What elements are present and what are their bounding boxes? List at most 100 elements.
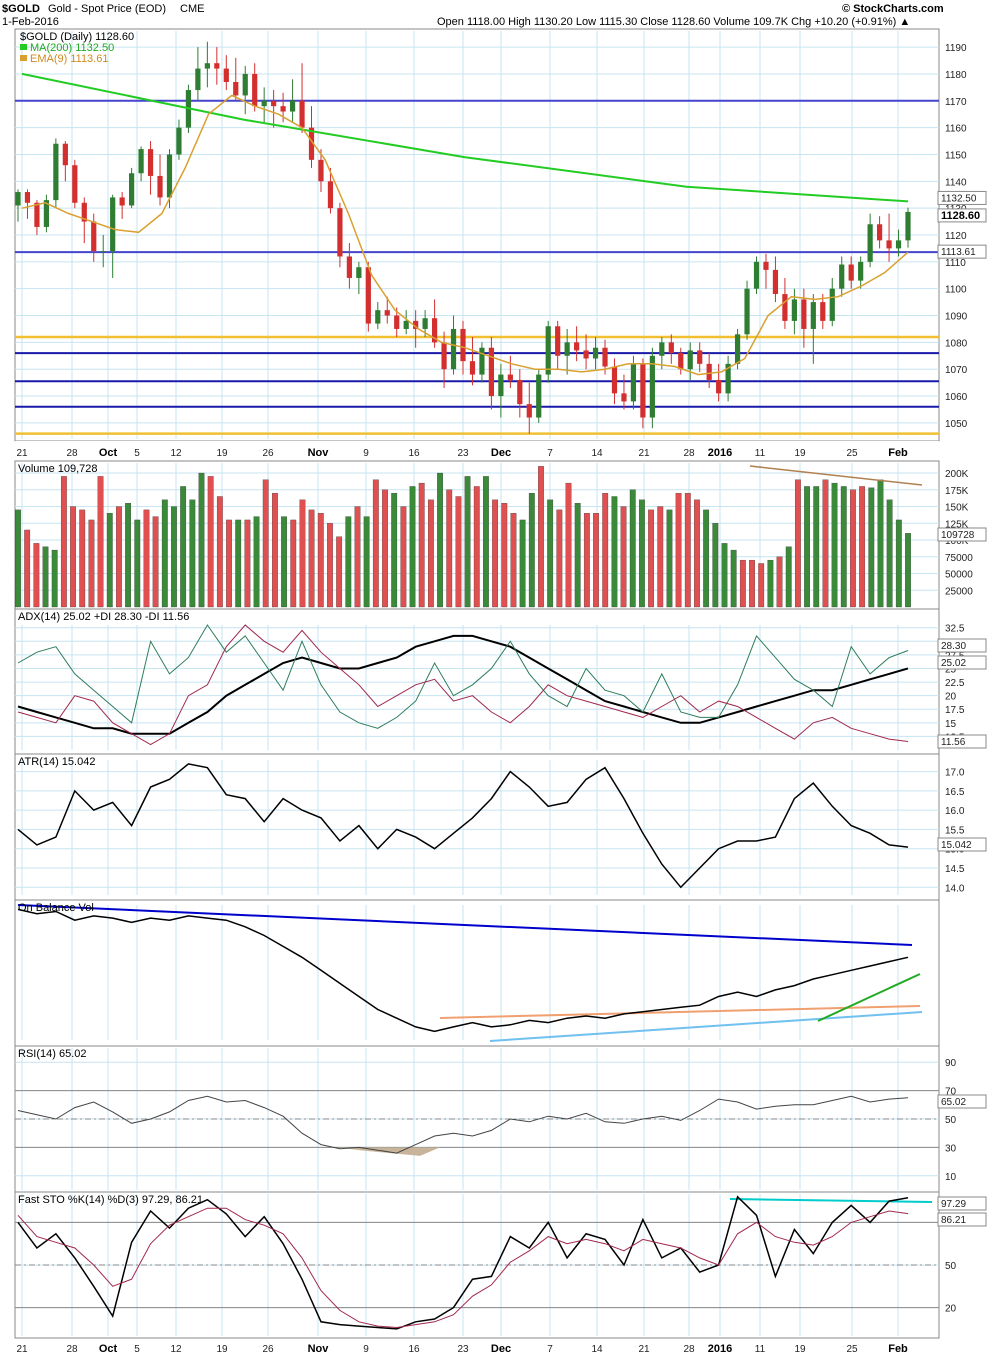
volume-bar (317, 513, 324, 608)
volume-bar (51, 549, 58, 608)
volume-tick-label: 50000 (945, 570, 973, 581)
price-tags: 1132.50 1128.60 1113.61 (937, 190, 987, 259)
rsi-tick-label: 30 (945, 1143, 957, 1154)
volume-bar (189, 499, 196, 608)
volume-bar (253, 516, 260, 608)
volume-bar (492, 499, 499, 608)
volume-bar (712, 523, 719, 608)
bottom-date-label: 2016 (708, 1343, 732, 1355)
candle-body (479, 347, 485, 375)
volume-bar (804, 486, 810, 608)
volume-bar (629, 489, 636, 608)
bottom-date-label: Nov (308, 1343, 330, 1355)
price-tick-label: 1180 (945, 70, 967, 81)
volume-bar (620, 506, 627, 608)
volume-bar (88, 519, 95, 608)
volume-bar (758, 563, 765, 608)
atr-tick-label: 14.0 (945, 883, 965, 894)
volume-bar (70, 506, 76, 608)
price-tag: 1128.60 (941, 210, 980, 222)
chart-brand: © StockCharts.com (842, 3, 944, 15)
candle-body (431, 318, 438, 343)
candle-body (678, 353, 684, 370)
volume-bar (840, 486, 847, 608)
candle-body (394, 315, 400, 329)
price-tick-label: 1140 (945, 177, 967, 188)
volume-bar (79, 509, 86, 608)
volume-bar (868, 487, 875, 608)
volume-bar (813, 486, 820, 608)
candle-body (271, 100, 277, 107)
candle-body (498, 374, 504, 397)
rsi-tag-box (937, 1094, 987, 1109)
candle-body (337, 208, 343, 257)
adx-tag-box (937, 638, 987, 653)
atr-line (17, 763, 909, 889)
date-label: 23 (457, 448, 469, 459)
bottom-date-label: 19 (794, 1344, 806, 1355)
candle-body (43, 200, 50, 227)
date-label: Nov (308, 447, 330, 459)
bottom-date-label: 14 (591, 1344, 603, 1355)
volume-bar (97, 476, 104, 608)
price-panel: 1050106010701080109011001110112011301140… (14, 28, 987, 442)
volume-bar (42, 546, 49, 608)
volume-bar (446, 489, 453, 608)
bottom-date-label: 28 (66, 1344, 78, 1355)
volume-bar (171, 506, 177, 608)
volume-bar (180, 486, 187, 608)
volume-bar (602, 492, 609, 608)
volume-bar (593, 513, 599, 608)
volume-bar (226, 519, 232, 608)
candle-body (602, 347, 608, 367)
obv-trendline-green (817, 973, 921, 1022)
volume-bar (308, 509, 315, 608)
chart-exchange: CME (180, 3, 204, 15)
atr-panel: 14.014.515.015.516.016.517.0 ATR(14) 15.… (14, 753, 987, 901)
volume-bar (363, 516, 370, 608)
atr-tick-label: 16.0 (945, 806, 965, 817)
bottom-date-label: 21 (16, 1344, 28, 1355)
atr-grid (15, 760, 939, 895)
volume-bar (831, 482, 838, 608)
bottom-date-label: Oct (99, 1343, 118, 1355)
candle-body (72, 165, 78, 203)
volume-bar (556, 509, 563, 608)
adx-tag: 28.30 (941, 641, 966, 652)
atr-series (17, 763, 909, 889)
volume-tick-label: 200K (945, 469, 969, 480)
sto-series-%K (17, 1195, 909, 1330)
price-y-axis: 1050106010701080109011001110112011301140… (945, 43, 968, 430)
bottom-date-label: Dec (491, 1343, 511, 1355)
sto-trendline-cyan (729, 1198, 933, 1203)
bottom-date-label: 11 (755, 1344, 766, 1355)
legend-ma200: MA(200) 1132.50 (30, 42, 114, 54)
candle-body (621, 393, 627, 402)
volume-bar (538, 466, 544, 608)
adx-tags: 28.30 25.02 11.56 (937, 638, 987, 749)
volume-bar (666, 509, 673, 608)
volume-title: Volume 109,728 (18, 463, 98, 475)
date-label: 28 (683, 448, 695, 459)
volume-bar (372, 479, 379, 608)
bottom-date-label: 5 (134, 1344, 140, 1355)
sto-tick-label: 50 (945, 1261, 957, 1272)
candle-body (801, 299, 807, 329)
candle-body (839, 264, 845, 289)
adx-title: ADX(14) 25.02 +DI 28.30 -DI 11.56 (18, 611, 189, 623)
sto-tag: 86.21 (941, 1215, 966, 1226)
candle-body (526, 404, 532, 418)
chart-date: 1-Feb-2016 (2, 16, 59, 28)
legend-gold: $GOLD (Daily) 1128.60 (20, 31, 134, 43)
volume-bar (639, 499, 645, 608)
date-label: 7 (547, 448, 553, 459)
volume-bar (427, 499, 434, 608)
volume-tick-label: 125K (945, 519, 969, 530)
volume-bar (262, 479, 269, 608)
rsi-tick-label: 70 (945, 1087, 957, 1098)
volume-bar (519, 519, 526, 608)
candle-body (687, 350, 693, 370)
volume-tick-label: 175K (945, 486, 969, 497)
volume-bar (464, 476, 471, 608)
sto-tag-box (937, 1212, 987, 1227)
